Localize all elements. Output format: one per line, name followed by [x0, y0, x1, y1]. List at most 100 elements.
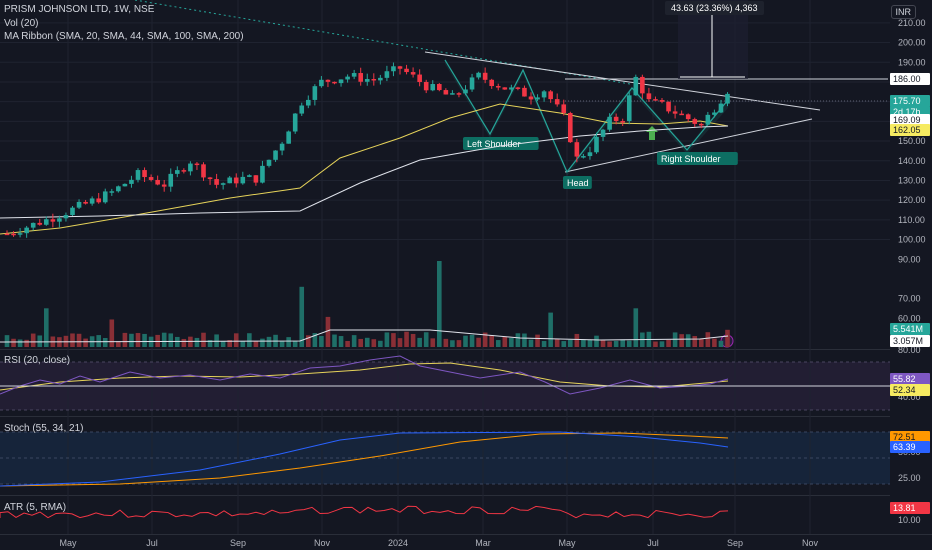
candle-body: [482, 72, 488, 80]
candle-body: [312, 86, 318, 100]
volume-bar: [227, 340, 232, 347]
candle-body: [273, 150, 278, 160]
candle-body: [528, 96, 534, 100]
volume-bar: [417, 337, 422, 347]
rsi-tag: 55.82: [893, 374, 916, 384]
volume-bar: [207, 340, 213, 347]
candle-body: [607, 116, 612, 130]
stoch-legend[interactable]: Stoch (55, 34, 21): [4, 423, 84, 434]
price-tick-label: 130.00: [898, 175, 926, 185]
candle-body: [306, 99, 311, 106]
candle-body: [705, 114, 711, 125]
ma-ribbon-legend[interactable]: MA Ribbon (SMA, 20, SMA, 44, SMA, 100, S…: [4, 31, 244, 42]
rsi-tag-bg: [890, 384, 930, 396]
price-tick-label: 110.00: [898, 215, 925, 225]
volume-bar: [253, 341, 259, 347]
price-tick-label: 100.00: [898, 235, 926, 245]
candle-body: [345, 76, 350, 80]
candle-body: [515, 87, 521, 89]
candle-body: [299, 105, 305, 114]
candle-body: [679, 113, 684, 116]
candle-body: [443, 90, 449, 95]
candle-body: [233, 177, 239, 184]
rsi-legend[interactable]: RSI (20, close): [4, 355, 71, 366]
volume-bar: [338, 336, 344, 347]
volume-bar: [653, 341, 658, 347]
candle-body: [319, 79, 324, 87]
candle-body: [338, 79, 344, 84]
volume-bar: [443, 338, 449, 347]
candle-body: [600, 129, 606, 137]
volume-bar: [240, 341, 246, 347]
annotation-label: Head: [567, 178, 589, 188]
candle-body: [142, 170, 147, 178]
volume-bar: [463, 335, 468, 347]
price-tag: 2d 17h: [893, 107, 921, 117]
volume-bar: [705, 332, 711, 347]
candle-body: [358, 73, 363, 82]
time-tick-label: Jul: [146, 538, 158, 548]
stoch-tick-label: 25.00: [898, 473, 921, 483]
volume-bar: [410, 333, 416, 347]
volume-bar: [116, 341, 121, 347]
candle-body: [292, 113, 298, 132]
volume-bar: [83, 338, 88, 347]
candle-body: [332, 81, 337, 84]
volume-bar: [266, 336, 272, 347]
volume-bar: [161, 332, 167, 347]
volume-bar: [679, 334, 684, 347]
candle-body: [109, 191, 115, 193]
candle-body: [194, 163, 200, 166]
candle-body: [168, 173, 174, 187]
pane-divider: [0, 349, 932, 350]
candle-body: [672, 111, 678, 114]
candle-body: [554, 99, 560, 105]
volume-bar: [378, 340, 383, 347]
volume-bar: [24, 339, 29, 347]
candle-body: [155, 179, 160, 185]
candle-body: [646, 93, 652, 100]
stoch-tag: 63.39: [893, 442, 916, 452]
currency-badge[interactable]: INR: [890, 5, 916, 19]
candle-body: [70, 207, 75, 216]
volume-bar: [469, 334, 475, 347]
sma-20-line: [0, 103, 729, 235]
volume-bar: [502, 336, 508, 347]
candle-body: [135, 170, 141, 180]
volume-bar: [194, 337, 200, 347]
volume-legend[interactable]: Vol (20): [4, 18, 39, 29]
candle-body: [502, 87, 508, 90]
price-tag-bg: [890, 95, 930, 107]
candle-body: [253, 175, 259, 183]
volume-bar: [109, 319, 115, 347]
volume-bar: [718, 340, 724, 347]
atr-tick-label: 10.00: [898, 515, 921, 525]
volume-bar: [286, 337, 291, 347]
atr-tag: 13.81: [893, 503, 916, 513]
volume-bar: [535, 334, 540, 347]
candle-body: [437, 84, 442, 91]
time-tick-label: May: [59, 538, 77, 548]
volume-bar: [613, 340, 619, 347]
lower-trendline: [564, 118, 813, 173]
candle-body: [450, 93, 455, 95]
volume-bar: [181, 338, 187, 347]
atr-legend[interactable]: ATR (5, RMA): [4, 502, 67, 513]
volume-bar: [384, 332, 390, 347]
volume-bar: [70, 333, 75, 347]
volume-bar: [220, 341, 226, 347]
candle-body: [63, 215, 69, 219]
candle-body: [489, 79, 494, 87]
time-tick-label: Nov: [802, 538, 819, 548]
symbol-title[interactable]: PRISM JOHNSON LTD, 1W, NSE: [4, 4, 155, 15]
candle-body: [220, 183, 226, 185]
candle-body: [626, 95, 632, 122]
candle-body: [286, 131, 291, 144]
stoch-d-line: [0, 432, 729, 487]
candle-body: [581, 156, 586, 158]
candle-body: [548, 91, 553, 100]
candle-body: [4, 233, 10, 236]
volume-bar: [4, 335, 10, 347]
volume-bar: [142, 333, 147, 347]
